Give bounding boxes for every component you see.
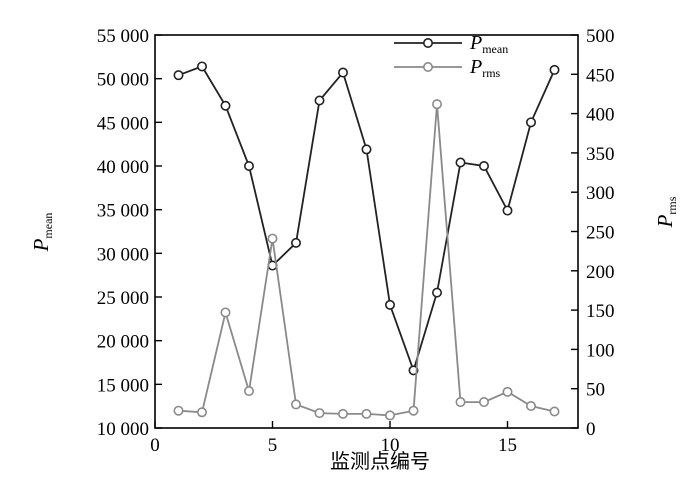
data-point-p-mean <box>361 144 372 155</box>
y-right-tick-label: 400 <box>586 105 615 126</box>
data-point-p-rms <box>408 405 419 416</box>
data-point-p-mean <box>431 287 442 298</box>
y-left-tick-label: 35 000 <box>97 201 149 222</box>
data-point-p-rms <box>197 407 208 418</box>
data-point-p-rms <box>173 405 184 416</box>
y-left-tick-label: 25 000 <box>97 288 149 309</box>
y-left-tick-label: 40 000 <box>97 157 149 178</box>
data-point-p-mean <box>384 299 395 310</box>
y-left-tick-label: 15 000 <box>97 375 149 396</box>
y-left-tick-label: 10 000 <box>97 419 149 440</box>
data-point-p-mean <box>220 100 231 111</box>
y-axis-right: 0 50 100 150 200 250 300 350 400 450 500 <box>571 26 615 440</box>
data-point-p-mean <box>314 95 325 106</box>
data-point-p-mean <box>337 67 348 78</box>
y-right-tick-label: 450 <box>586 65 615 86</box>
series-line-p-mean <box>178 65 556 374</box>
y-right-tick-label: 300 <box>586 183 615 204</box>
y-right-tick-label: 250 <box>586 223 615 244</box>
y-left-tick-label: 45 000 <box>97 113 149 134</box>
data-point-p-rms <box>549 406 560 417</box>
data-point-p-rms <box>314 408 325 419</box>
y-axis-right-title-sub: rms <box>665 196 679 214</box>
data-point-p-rms <box>337 408 348 419</box>
y-axis-left-title-main: P <box>29 238 53 252</box>
y-right-tick-label: 200 <box>586 262 615 283</box>
data-point-p-rms <box>502 386 513 397</box>
data-point-p-mean <box>525 117 536 128</box>
data-point-p-mean <box>478 161 489 172</box>
data-point-p-rms <box>361 408 372 419</box>
y-axis-right-title-main: P <box>653 214 677 228</box>
data-point-p-rms <box>431 99 442 110</box>
x-axis-title: 监测点编号 <box>330 449 430 473</box>
y-left-tick-label: 30 000 <box>97 244 149 265</box>
data-point-p-mean <box>173 70 184 81</box>
data-point-p-mean <box>549 64 560 75</box>
data-point-p-mean <box>455 157 466 168</box>
y-left-tick-label: 20 000 <box>97 332 149 353</box>
y-right-tick-label: 0 <box>586 419 596 440</box>
data-point-p-mean <box>290 237 301 248</box>
data-point-p-rms <box>525 400 536 411</box>
x-tick-label: 10 <box>381 435 400 456</box>
data-point-p-rms <box>478 397 489 408</box>
series-layer <box>173 61 560 421</box>
x-tick-label: 5 <box>268 435 278 456</box>
data-point-p-mean <box>502 205 513 216</box>
legend-marker-p-mean <box>422 37 433 48</box>
data-point-p-rms <box>220 307 231 318</box>
y-right-tick-label: 500 <box>586 26 615 47</box>
y-right-tick-label: 50 <box>586 380 605 401</box>
y-right-tick-label: 100 <box>586 340 615 361</box>
y-left-tick-label: 50 000 <box>97 70 149 91</box>
y-axis-left-title: Pmean <box>29 213 55 253</box>
data-point-p-rms <box>290 399 301 410</box>
y-axis-left-title-sub: mean <box>41 213 55 239</box>
data-point-p-mean <box>244 161 255 172</box>
y-left-tick-label: 55 000 <box>97 26 149 47</box>
data-point-p-rms <box>244 386 255 397</box>
data-point-p-rms <box>267 233 278 244</box>
data-point-p-mean <box>197 61 208 72</box>
y-right-tick-label: 150 <box>586 301 615 322</box>
legend-marker-p-rms <box>422 61 433 72</box>
legend-label-main: P <box>469 56 482 78</box>
x-tick-label: 0 <box>150 435 160 456</box>
x-axis: 0 5 10 15 <box>150 421 517 456</box>
x-tick-label: 15 <box>498 435 517 456</box>
legend-label-sub: rms <box>482 66 500 80</box>
data-point-p-rms <box>384 410 395 421</box>
legend-label-main: P <box>469 32 482 54</box>
legend-label-p-mean: Pmean <box>469 32 508 56</box>
y-axis-left: 10 000 15 000 20 000 25 000 30 000 35 000 40 0… <box>97 26 162 440</box>
legend-label-p-rms: Prms <box>469 56 501 80</box>
y-right-tick-label: 350 <box>586 144 615 165</box>
legend-label-sub: mean <box>482 42 508 56</box>
y-axis-right-title: Prms <box>653 196 679 228</box>
data-point-p-rms <box>455 397 466 408</box>
